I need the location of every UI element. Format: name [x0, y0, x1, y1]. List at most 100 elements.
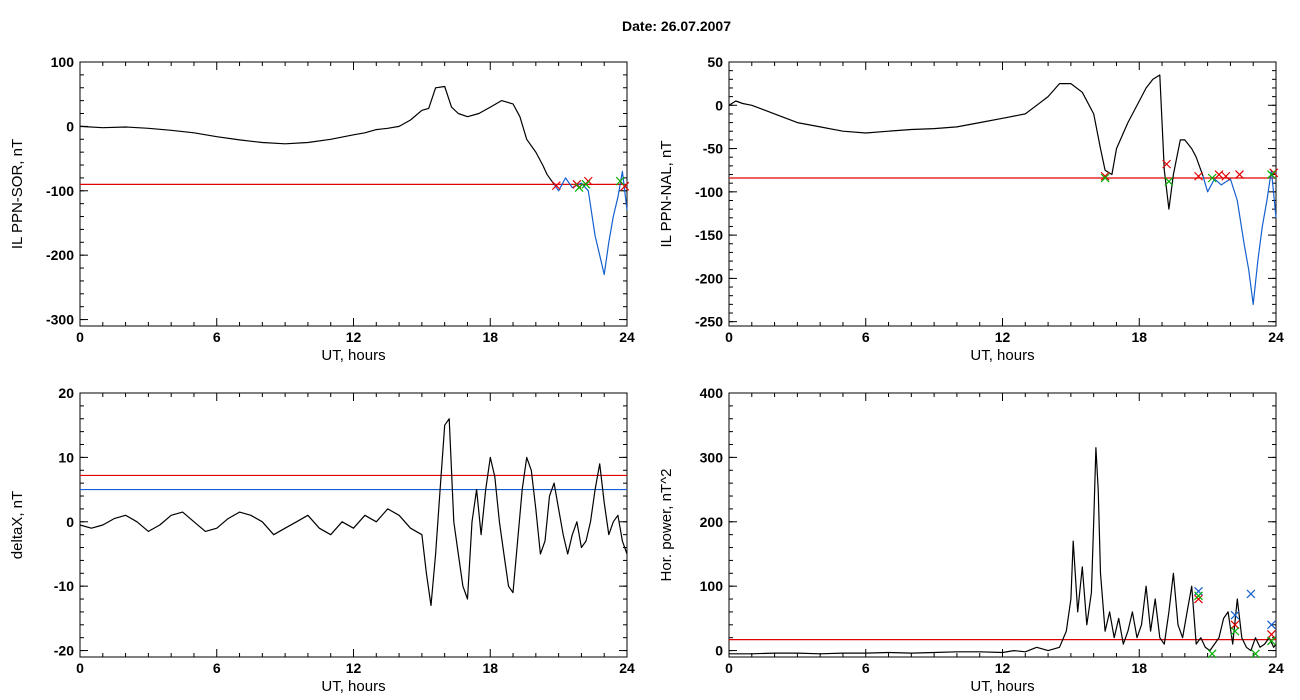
x-tick-label: 6	[862, 329, 870, 345]
chart-panel-power: 0 6 12 18 24 0 100 200 300 400 UT, hours Hor. power…	[658, 385, 1284, 695]
x-tick-label: 12	[995, 660, 1011, 676]
x-tick-label: 18	[482, 660, 498, 676]
y-tick-label: -300	[46, 312, 74, 328]
y-tick-label: -200	[46, 247, 74, 263]
data-marker	[1235, 170, 1244, 179]
marker-stroke	[1230, 626, 1240, 636]
y-axis-title: deltaX, nT	[9, 491, 26, 559]
marker-stroke	[1251, 649, 1260, 659]
page-title: Date: 26.07.2007	[622, 18, 731, 34]
x-tick-label: 18	[1131, 660, 1147, 676]
chart-panel-sor: 0 6 12 18 24 -300 -200 -100 0 100 UT, hours IL PPN-…	[9, 54, 635, 364]
data-marker	[1100, 173, 1110, 183]
chart-panel-deltax: 0 6 12 18 24 -20 -10 0 10 20 UT, hours deltaX, nT	[9, 385, 635, 695]
x-tick-label: 0	[76, 660, 84, 676]
y-tick-label: 10	[58, 449, 74, 465]
y-tick-label: 100	[51, 54, 75, 70]
x-tick-label: 12	[346, 329, 362, 345]
y-tick-label: 400	[700, 385, 724, 401]
y-tick-label: 200	[700, 514, 724, 530]
data-marker	[1246, 589, 1256, 599]
x-tick-label: 18	[1131, 329, 1147, 345]
x-axis-title: UT, hours	[970, 347, 1034, 364]
y-tick-label: 50	[707, 54, 723, 70]
y-tick-label: -100	[695, 184, 723, 200]
x-axis-title: UT, hours	[321, 347, 385, 364]
series-line	[79, 418, 628, 607]
marker-stroke	[1267, 630, 1276, 639]
data-marker	[551, 181, 561, 191]
marker-stroke	[620, 181, 630, 191]
x-tick-label: 24	[619, 660, 635, 676]
y-tick-label: -50	[703, 141, 723, 157]
y-tick-label: 0	[66, 118, 74, 134]
y-tick-label: 100	[700, 578, 724, 594]
marker-stroke	[574, 183, 584, 192]
marker-stroke	[1221, 171, 1231, 181]
y-axis-title: Hor. power, nT^2	[658, 469, 675, 582]
data-marker	[1230, 626, 1240, 636]
data-marker	[1267, 630, 1276, 639]
marker-stroke	[1162, 159, 1172, 169]
x-tick-label: 24	[619, 329, 635, 345]
data-marker	[1100, 171, 1110, 181]
marker-stroke	[1267, 636, 1276, 646]
data-marker	[1230, 610, 1240, 620]
data-marker	[1267, 620, 1276, 630]
x-tick-label: 12	[346, 660, 362, 676]
x-tick-label: 6	[213, 329, 221, 345]
marker-stroke	[1164, 177, 1174, 186]
x-tick-label: 6	[862, 660, 870, 676]
y-tick-label: -250	[695, 314, 723, 330]
data-marker	[1230, 620, 1240, 630]
data-marker	[581, 179, 591, 189]
y-tick-label: -10	[54, 578, 74, 594]
plot-frame	[728, 61, 1277, 327]
data-marker	[1164, 177, 1174, 186]
y-tick-label: -200	[695, 270, 723, 286]
y-tick-label: -20	[54, 643, 74, 659]
y-tick-label: -150	[695, 227, 723, 243]
data-marker	[1162, 159, 1172, 169]
marker-stroke	[572, 179, 582, 189]
y-tick-label: 0	[66, 514, 74, 530]
data-marker	[1194, 171, 1203, 181]
series-line	[79, 85, 555, 185]
data-marker	[1207, 649, 1217, 659]
marker-stroke	[615, 176, 625, 186]
x-tick-label: 12	[995, 329, 1011, 345]
marker-stroke	[1246, 589, 1256, 599]
y-tick-label: 20	[58, 385, 74, 401]
marker-stroke	[551, 181, 561, 191]
marker-stroke	[1100, 171, 1110, 181]
plot-frame	[79, 392, 628, 658]
marker-stroke	[1214, 170, 1224, 179]
data-marker	[1194, 591, 1203, 601]
marker-stroke	[1207, 173, 1217, 183]
data-marker	[1267, 170, 1276, 179]
x-tick-label: 0	[76, 329, 84, 345]
data-marker	[574, 183, 584, 192]
x-tick-label: 24	[1268, 660, 1284, 676]
marker-stroke	[1194, 171, 1203, 181]
y-tick-label: 300	[700, 449, 724, 465]
marker-stroke	[1194, 591, 1203, 601]
series-line	[553, 170, 628, 276]
y-tick-label: -100	[46, 183, 74, 199]
series-line	[729, 447, 1277, 655]
data-marker	[615, 176, 625, 186]
x-tick-label: 18	[482, 329, 498, 345]
data-marker	[1251, 649, 1260, 659]
y-axis-title: IL PPN-NAL, nT	[658, 141, 675, 248]
series-line	[728, 74, 1204, 210]
data-marker	[1194, 594, 1203, 604]
y-tick-label: 0	[715, 643, 723, 659]
marker-stroke	[1230, 610, 1240, 620]
data-marker	[1207, 173, 1217, 183]
x-axis-title: UT, hours	[321, 678, 385, 695]
x-tick-label: 0	[725, 329, 733, 345]
y-tick-label: 0	[715, 97, 723, 113]
data-marker	[1221, 171, 1231, 181]
data-marker	[1194, 586, 1203, 596]
